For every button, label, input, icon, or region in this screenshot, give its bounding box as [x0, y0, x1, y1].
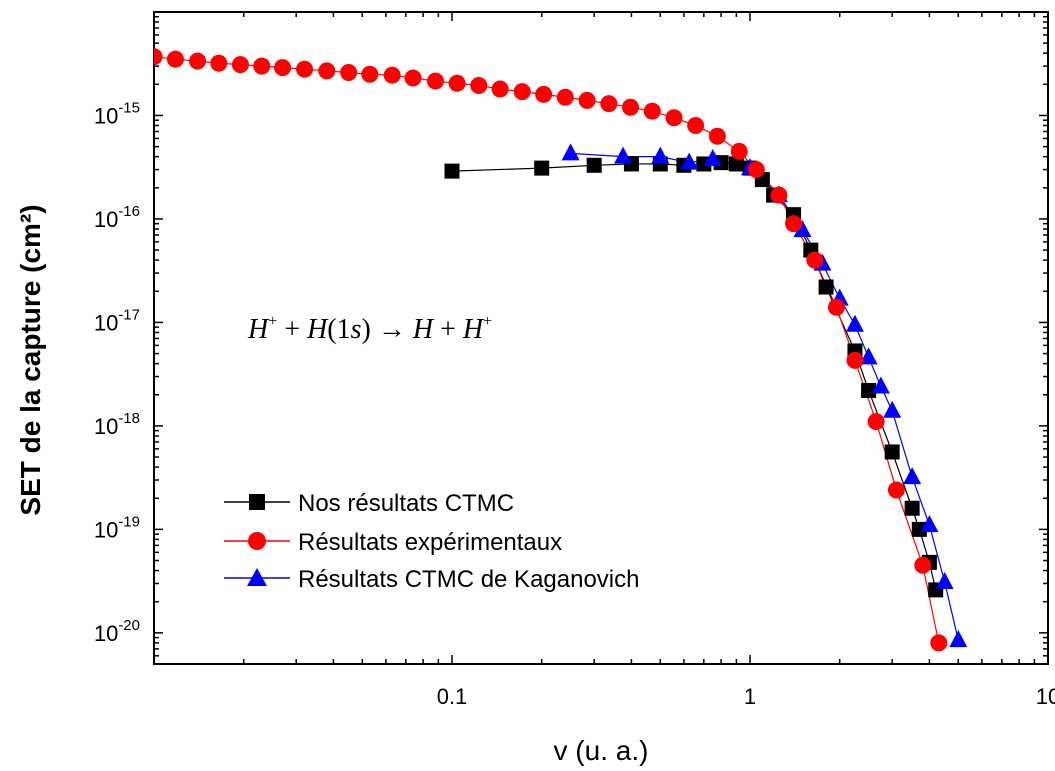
legend-square-marker — [249, 494, 265, 510]
data-point-circle — [318, 62, 336, 80]
data-point-circle — [556, 88, 574, 106]
data-point-circle — [154, 48, 163, 66]
legend-item-experimentaux: Résultats expérimentaux — [224, 529, 562, 556]
data-point-circle — [470, 76, 488, 94]
data-point-circle — [231, 56, 249, 74]
data-point-square — [444, 163, 460, 179]
x-tick-label: 1 — [744, 684, 756, 709]
data-point-circle — [535, 85, 553, 103]
legend-triangle-marker — [247, 568, 267, 586]
data-point-square — [904, 500, 920, 516]
data-point-triangle — [903, 467, 922, 485]
y-tick-label: 10-20 — [94, 617, 140, 646]
data-point-square — [534, 160, 550, 176]
data-point-circle — [827, 298, 845, 316]
data-point-circle — [296, 60, 314, 78]
data-point-circle — [914, 556, 932, 574]
data-point-square — [911, 521, 927, 537]
data-point-triangle — [883, 400, 902, 418]
data-point-circle — [930, 634, 948, 652]
data-point-circle — [600, 95, 618, 113]
data-point-circle — [643, 102, 661, 120]
x-tick-label: 0.1 — [437, 684, 468, 709]
data-point-circle — [274, 59, 292, 77]
y-tick-label: 10-18 — [94, 410, 140, 439]
data-point-circle — [210, 54, 228, 72]
legend: Nos résultats CTMC Résultats expérimenta… — [224, 490, 639, 593]
y-tick-label: 10-15 — [94, 99, 140, 128]
data-point-circle — [747, 161, 765, 179]
legend-label-experimentaux: Résultats expérimentaux — [298, 529, 562, 556]
data-point-circle — [846, 351, 864, 369]
data-point-triangle — [651, 146, 670, 164]
y-tick-label: 10-17 — [94, 306, 140, 335]
axis-ticks: 0.1 1 10 10-15 10-16 10-17 10-18 10-19 10-20 — [94, 12, 1055, 709]
legend-circle-marker — [248, 532, 266, 550]
data-point-circle — [665, 109, 683, 127]
data-point-circle — [867, 413, 885, 431]
data-point-circle — [887, 481, 905, 499]
data-point-triangle — [703, 148, 722, 166]
data-point-triangle — [949, 630, 968, 648]
data-point-circle — [730, 142, 748, 160]
data-point-square — [884, 444, 900, 460]
data-point-triangle — [859, 347, 878, 365]
data-point-square — [728, 156, 744, 172]
data-point-triangle — [614, 146, 633, 164]
data-point-circle — [383, 66, 401, 84]
series-line-0 — [451, 162, 937, 591]
legend-label-nos-resultats: Nos résultats CTMC — [298, 490, 514, 517]
data-point-triangle — [561, 143, 580, 161]
y-tick-label: 10-16 — [94, 203, 140, 232]
data-point-triangle — [935, 572, 954, 590]
data-point-circle — [621, 98, 639, 116]
data-point-circle — [687, 117, 705, 135]
data-point-circle — [404, 69, 422, 87]
data-point-circle — [785, 215, 803, 233]
data-point-circle — [426, 72, 444, 90]
data-point-circle — [770, 186, 788, 204]
y-axis-title: SET de la capture (cm²) — [15, 204, 46, 515]
reaction-annotation: H+ + H(1s) → H + H+ — [247, 313, 492, 345]
data-point-circle — [448, 74, 466, 92]
data-point-circle — [189, 52, 207, 70]
data-point-square — [861, 382, 877, 398]
series-layer — [154, 48, 968, 652]
legend-label-kaganovich: Résultats CTMC de Kaganovich — [298, 566, 639, 593]
data-point-circle — [340, 64, 358, 82]
series-group — [154, 48, 968, 652]
data-point-square — [818, 279, 834, 295]
y-tick-label: 10-19 — [94, 513, 140, 542]
data-point-triangle — [793, 220, 812, 238]
x-axis-title: v (u. a.) — [554, 735, 649, 766]
data-point-circle — [491, 80, 509, 98]
data-point-circle — [166, 50, 184, 68]
legend-item-nos-resultats: Nos résultats CTMC — [224, 490, 514, 517]
data-point-circle — [513, 83, 531, 101]
data-point-circle — [253, 57, 271, 75]
data-point-triangle — [845, 314, 864, 332]
data-point-circle — [578, 91, 596, 109]
x-tick-label: 10 — [1036, 684, 1055, 709]
data-point-triangle — [680, 152, 699, 170]
legend-item-kaganovich: Résultats CTMC de Kaganovich — [224, 566, 639, 593]
data-point-circle — [361, 65, 379, 83]
data-point-square — [586, 157, 602, 173]
data-point-circle — [806, 251, 824, 269]
data-point-circle — [708, 127, 726, 145]
data-point-triangle — [920, 515, 939, 533]
data-point-triangle — [871, 376, 890, 394]
